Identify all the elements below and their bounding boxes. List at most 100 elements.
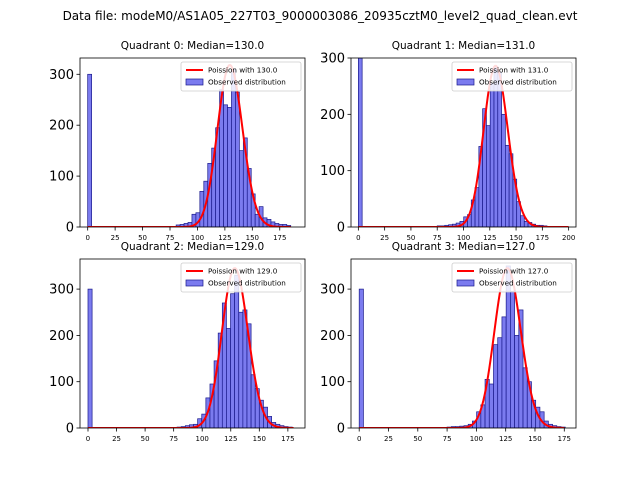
y-tick-label: 0 (66, 422, 74, 437)
legend-box (180, 262, 302, 293)
histogram-bar (234, 274, 240, 428)
histogram-bar (358, 288, 364, 428)
x-tick-label: 0 (356, 234, 360, 242)
legend-line-label: Poission with 129.0 (208, 267, 278, 276)
legend: Poission with 130.0 Observed distribution (180, 61, 302, 92)
x-tick-label: 125 (483, 234, 496, 242)
histogram-bar (238, 311, 244, 428)
histogram-bar (87, 288, 93, 428)
quadrant-1-panel: 0 25 50 75 100 125 150 175 200 0 100 200 300 Quadrant… (320, 40, 577, 242)
x-tick-label: 50 (406, 234, 415, 242)
x-tick-label: 25 (112, 435, 121, 443)
x-tick-label: 25 (384, 435, 393, 443)
legend: Poission with 131.0 Observed distribution (451, 61, 573, 92)
x-tick-label: 175 (536, 234, 549, 242)
x-tick-label: 25 (111, 234, 120, 242)
histogram-bar (87, 73, 92, 227)
quadrant-3-panel: 0 25 50 75 100 125 150 175 0 100 200 300 Quadrant 3:… (320, 241, 577, 443)
x-tick-label: 200 (562, 234, 575, 242)
poisson-curve (87, 64, 291, 227)
histogram-bar (199, 191, 205, 227)
x-tick-label: 150 (509, 234, 522, 242)
x-tick-label: 75 (443, 435, 452, 443)
legend-box (451, 61, 573, 92)
y-tick-label: 300 (320, 283, 345, 298)
y-tick-label: 200 (49, 329, 74, 344)
histogram-bar (235, 91, 240, 227)
histogram-bar (522, 367, 528, 428)
histogram-bar (501, 113, 506, 227)
histogram-bar (250, 374, 256, 428)
x-tick-label: 50 (138, 234, 147, 242)
x-tick-label: 50 (141, 435, 150, 443)
legend-bar-swatch (185, 279, 204, 287)
quadrant-0-panel: 0 25 50 75 100 125 150 175 0 100 200 300 Quadrant 0:… (49, 40, 306, 242)
quadrant-1-title: Quadrant 1: Median=131.0 (392, 40, 535, 52)
histogram-bar (497, 71, 502, 227)
legend-bar-label: Observed distribution (479, 78, 557, 87)
y-tick-label: 300 (49, 283, 74, 298)
y-tick-label: 100 (320, 164, 345, 179)
histogram-bar (486, 125, 491, 227)
x-tick-label: 125 (218, 234, 231, 242)
x-tick-label: 175 (281, 435, 294, 443)
y-tick-label: 0 (337, 221, 345, 236)
x-tick-label: 75 (433, 234, 442, 242)
histogram-bar (497, 337, 503, 428)
histogram-bar (227, 107, 232, 227)
legend-bar-swatch (456, 279, 475, 287)
y-tick-label: 300 (320, 52, 345, 67)
x-tick-label: 25 (380, 234, 389, 242)
quadrant-3-title: Quadrant 3: Median=127.0 (392, 241, 535, 253)
x-tick-label: 0 (86, 435, 90, 443)
quadrant-2-panel: 0 25 50 75 100 125 150 175 0 100 200 300 Quadrant 2:… (49, 241, 306, 443)
legend-bar-label: Observed distribution (208, 279, 286, 288)
histogram-bar (242, 309, 248, 428)
y-tick-label: 0 (337, 422, 345, 437)
histogram-bar (505, 144, 510, 227)
histogram-bar (520, 215, 525, 227)
quadrant-3-plot-area (358, 265, 566, 428)
x-tick-label: 50 (413, 435, 422, 443)
y-tick-label: 100 (49, 375, 74, 390)
y-tick-label: 200 (320, 108, 345, 123)
x-tick-label: 100 (470, 435, 483, 443)
y-tick-label: 200 (320, 329, 345, 344)
x-tick-label: 150 (246, 234, 259, 242)
figure-title: Data file: modeM0/AS1A05_227T03_90000030… (62, 9, 578, 23)
quadrant-0-plot-area (87, 64, 292, 227)
x-tick-label: 100 (457, 234, 470, 242)
quadrant-2-title: Quadrant 2: Median=129.0 (121, 241, 264, 253)
x-tick-label: 125 (499, 435, 512, 443)
x-tick-label: 75 (166, 234, 175, 242)
x-tick-label: 0 (85, 234, 89, 242)
legend-bar-label: Observed distribution (479, 279, 557, 288)
x-tick-label: 100 (191, 234, 204, 242)
x-tick-label: 150 (253, 435, 266, 443)
legend-box (451, 262, 573, 293)
histogram-bar (230, 293, 235, 428)
y-tick-label: 100 (49, 170, 74, 185)
y-tick-label: 100 (320, 375, 345, 390)
histogram-bar (239, 150, 244, 227)
histogram-bar (493, 344, 499, 428)
histogram-bar (489, 82, 495, 227)
legend: Poission with 127.0 Observed distribution (451, 262, 573, 293)
legend-line-label: Poission with 131.0 (479, 66, 549, 75)
axes-frame (79, 57, 306, 228)
histogram-bar (514, 335, 520, 428)
axes-frame (350, 258, 577, 429)
axes-frame (79, 258, 306, 429)
quadrant-1-plot-area (358, 58, 569, 227)
legend-line-label: Poission with 130.0 (208, 66, 278, 75)
poisson-curve (358, 64, 569, 227)
y-tick-label: 200 (49, 119, 74, 134)
legend-line-label: Poission with 127.0 (479, 267, 549, 276)
x-tick-label: 75 (169, 435, 178, 443)
x-tick-label: 100 (196, 435, 209, 443)
x-tick-label: 150 (528, 435, 541, 443)
x-tick-label: 175 (558, 435, 571, 443)
quadrant-0-title: Quadrant 0: Median=130.0 (121, 40, 264, 52)
histogram-bar (488, 383, 494, 428)
